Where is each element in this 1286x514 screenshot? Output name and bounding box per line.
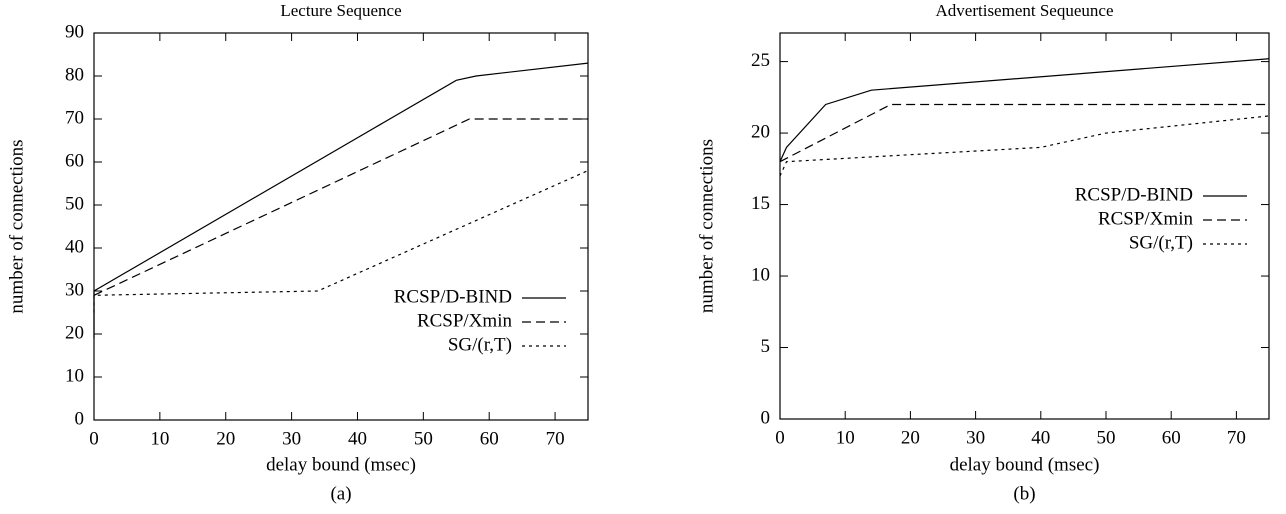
x-tick-label: 60 [480,428,499,449]
y-tick-label: 25 [751,50,770,71]
x-tick-label: 70 [1227,427,1246,448]
series-line [93,62,589,339]
y-tick-label: 10 [751,264,770,285]
legend-label: RCSP/D-BIND [394,286,512,307]
x-axis-label: delay bound (msec) [266,454,416,475]
x-tick-label: 30 [282,428,301,449]
y-tick-label: 70 [65,107,84,128]
y-tick-label: 5 [761,336,771,357]
y-tick-label: 90 [65,21,84,42]
series-line [779,58,1270,162]
x-tick-label: 70 [546,428,565,449]
x-tick-label: 40 [1031,427,1050,448]
legend-label: RCSP/Xmin [417,310,513,331]
y-tick-label: 20 [65,322,84,343]
legend-label: RCSP/Xmin [1098,208,1194,229]
x-tick-label: 30 [966,427,985,448]
y-tick-label: 50 [65,193,84,214]
x-tick-label: 40 [348,428,367,449]
series-line [93,118,588,296]
x-tick-label: 50 [1097,427,1116,448]
plot-frame [779,32,1270,420]
y-tick-label: 80 [65,64,84,85]
caption: (a) [330,483,351,504]
y-axis-label: number of connections [6,139,27,313]
y-tick-label: 20 [751,121,770,142]
x-axis-label: delay bound (msec) [950,454,1100,475]
chart-title: Lecture Sequence [280,1,401,20]
series-line [93,170,589,313]
x-tick-label: 0 [775,427,785,448]
caption: (b) [1013,483,1035,504]
x-tick-label: 10 [150,428,169,449]
y-axis-label: number of connections [696,139,717,313]
x-tick-label: 20 [901,427,920,448]
x-tick-label: 0 [89,428,99,449]
legend-label: RCSP/D-BIND [1075,184,1193,205]
x-tick-label: 10 [836,427,855,448]
x-tick-label: 50 [414,428,433,449]
legend-label: SG/(r,T) [448,334,512,355]
y-tick-label: 40 [65,236,84,257]
plot-frame [93,32,589,421]
y-tick-label: 10 [65,365,84,386]
series-line [779,103,1269,163]
y-tick-label: 15 [751,193,770,214]
x-tick-label: 60 [1162,427,1181,448]
y-tick-label: 30 [65,279,84,300]
x-tick-label: 20 [216,428,235,449]
series-line [779,115,1270,177]
chart-title: Advertisement Sequeunce [936,1,1114,20]
legend-label: SG/(r,T) [1129,232,1193,253]
y-tick-label: 0 [761,407,771,428]
y-tick-label: 0 [75,408,85,429]
y-tick-label: 60 [65,150,84,171]
